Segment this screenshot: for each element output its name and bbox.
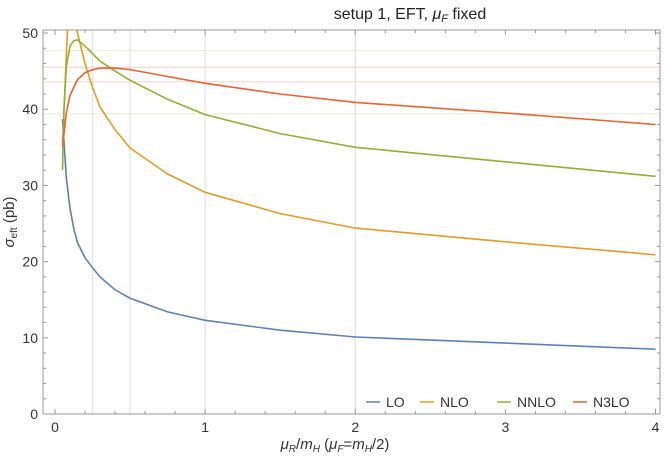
plot-frame (42, 29, 661, 415)
series-lines (61, 30, 656, 350)
y-tick-label: 10 (22, 330, 38, 346)
series-line-lo (61, 119, 656, 350)
x-tick-label: 3 (501, 419, 509, 435)
y-tick-label: 20 (22, 254, 38, 270)
x-tick-label: 0 (51, 419, 59, 435)
y-tick-label: 30 (22, 177, 38, 193)
x-tick-label: 2 (351, 419, 359, 435)
series-line-nlo (61, 30, 656, 256)
y-tick-label: 40 (22, 101, 38, 117)
reference-lines (43, 30, 660, 414)
series-line-nnlo (61, 39, 656, 178)
y-axis-label: σeft (pb) (1, 196, 20, 247)
legend-label-nlo: NLO (440, 394, 469, 410)
y-tick-label: 0 (30, 406, 38, 422)
chart-title: setup 1, EFT, μF fixed (334, 6, 486, 25)
series-line-n3lo (61, 67, 656, 148)
legend-label-n3lo: N3LO (593, 394, 630, 410)
y-tick-label: 50 (22, 25, 38, 41)
legend: LO NLO NNLO N3LO (366, 394, 630, 410)
legend-label-nnlo: NNLO (517, 394, 556, 410)
x-axis-label: μR/mH (μF=mH/2) (280, 436, 390, 455)
x-tick-label: 1 (201, 419, 209, 435)
legend-label-lo: LO (386, 394, 405, 410)
x-tick-label: 4 (652, 419, 660, 435)
